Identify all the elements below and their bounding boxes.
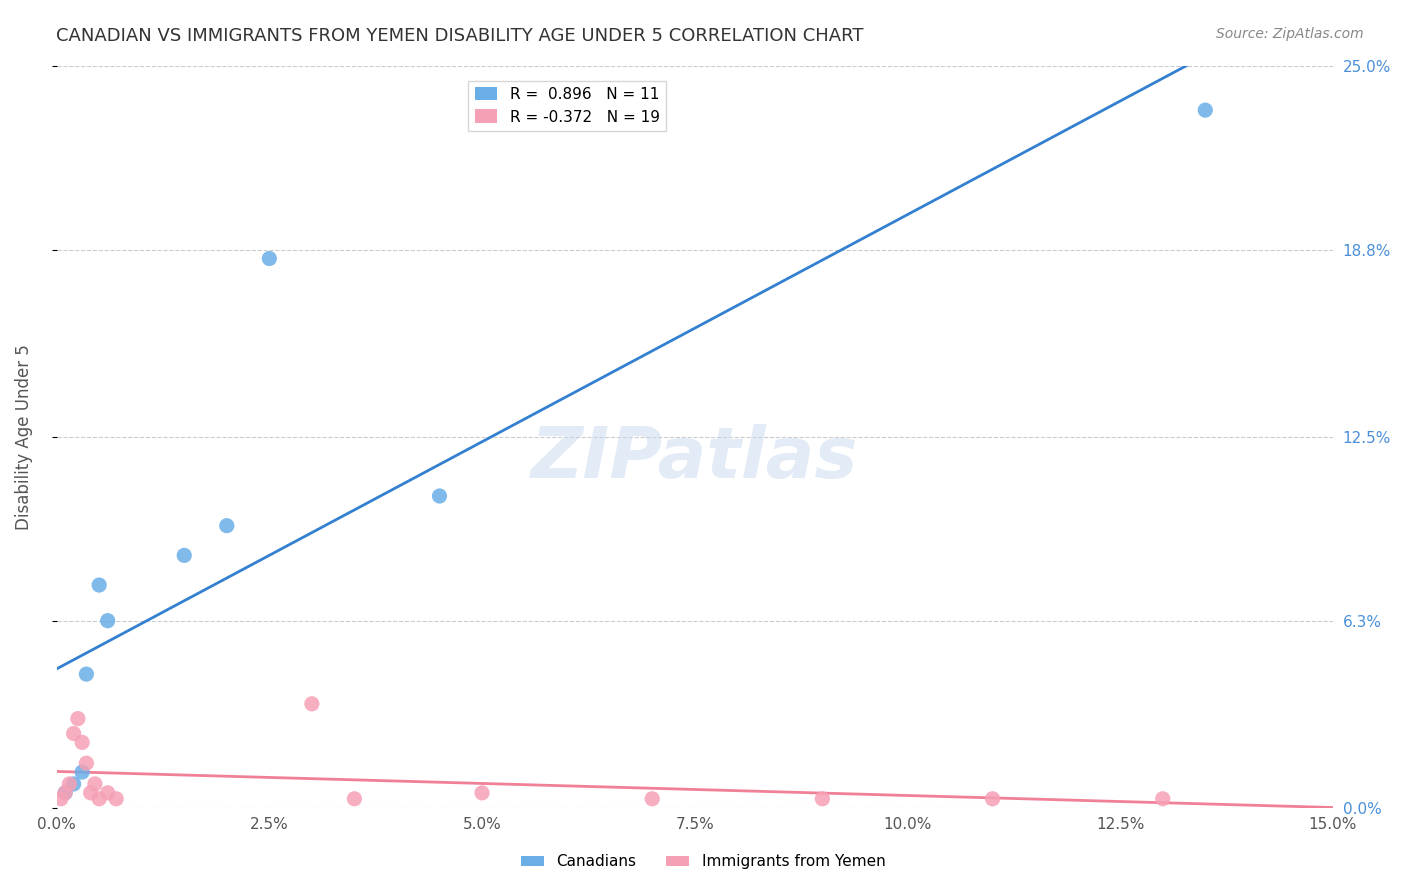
Y-axis label: Disability Age Under 5: Disability Age Under 5 [15,343,32,530]
Point [471,786,494,800]
Point [429,489,451,503]
Point [62,777,84,791]
Point [83,777,105,791]
Point [259,252,281,266]
Point [97,786,120,800]
Point [58,777,80,791]
Point [75,756,97,771]
Point [53,786,76,800]
Point [89,791,111,805]
Point [70,765,93,780]
Point [79,786,101,800]
Legend: Canadians, Immigrants from Yemen: Canadians, Immigrants from Yemen [515,848,891,875]
Text: ZIPatlas: ZIPatlas [531,425,859,493]
Point [641,791,664,805]
Point [811,791,834,805]
Point [62,726,84,740]
Point [89,578,111,592]
Point [53,786,76,800]
Point [173,549,195,563]
Point [301,697,323,711]
Text: Source: ZipAtlas.com: Source: ZipAtlas.com [1216,27,1364,41]
Legend: R =  0.896   N = 11, R = -0.372   N = 19: R = 0.896 N = 11, R = -0.372 N = 19 [468,80,666,130]
Point [1152,791,1174,805]
Point [66,712,89,726]
Point [105,791,128,805]
Point [1194,103,1216,117]
Point [75,667,97,681]
Point [97,614,120,628]
Point [215,518,238,533]
Text: CANADIAN VS IMMIGRANTS FROM YEMEN DISABILITY AGE UNDER 5 CORRELATION CHART: CANADIAN VS IMMIGRANTS FROM YEMEN DISABI… [56,27,863,45]
Point [49,791,72,805]
Point [343,791,366,805]
Point [70,735,93,749]
Point [981,791,1004,805]
